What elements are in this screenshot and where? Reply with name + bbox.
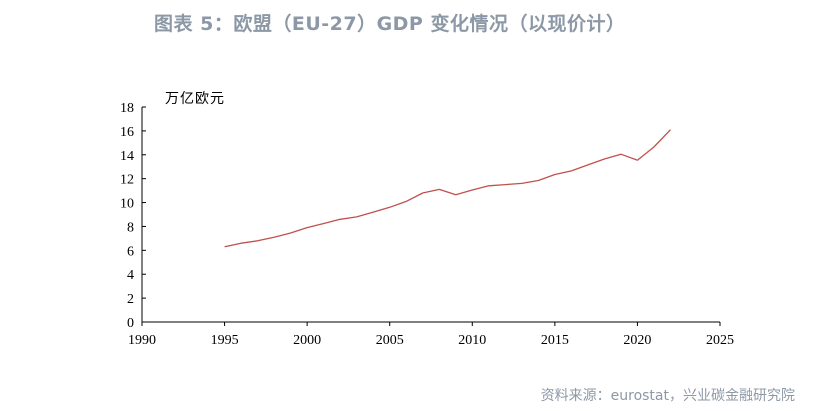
x-tick-label: 1990 [128, 333, 156, 348]
y-tick-label: 16 [120, 125, 134, 140]
y-tick-label: 8 [127, 220, 134, 235]
y-tick-label: 14 [120, 149, 134, 164]
y-tick-label: 6 [127, 244, 134, 259]
chart-axes [141, 107, 720, 323]
chart-ticks: 0 2 4 6 8 10 12 14 16 18 1990 1995 2000 2005 2010 2015 2… [120, 101, 734, 348]
x-tick-label: 2010 [458, 333, 486, 348]
y-tick-label: 10 [120, 197, 134, 212]
x-tick-label: 2000 [293, 333, 321, 348]
x-tick-label: 2025 [706, 333, 734, 348]
x-tick-label: 2005 [376, 333, 404, 348]
y-tick-label: 12 [120, 173, 134, 188]
x-tick-label: 1995 [211, 333, 239, 348]
series-line [224, 129, 671, 248]
y-tick-label: 0 [127, 316, 134, 331]
y-tick-label: 18 [120, 101, 134, 116]
chart-series [224, 129, 671, 248]
source-note: 资料来源：eurostat，兴业碳金融研究院 [540, 388, 795, 404]
y-axis-unit-label: 万亿欧元 [165, 91, 225, 107]
chart-title: 图表 5：欧盟（EU-27）GDP 变化情况（以现价计） [154, 13, 626, 35]
y-tick-label: 4 [127, 268, 134, 283]
x-tick-label: 2020 [623, 333, 651, 348]
y-tick-label: 2 [127, 292, 134, 307]
x-tick-label: 2015 [541, 333, 569, 348]
